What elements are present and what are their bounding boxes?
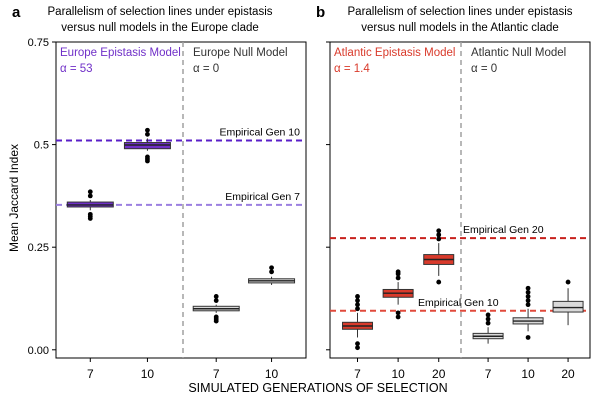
panel-b-outlier bbox=[395, 310, 401, 316]
panel-b-alpha-label: α = 1.4 bbox=[334, 63, 370, 75]
panel-a-outlier bbox=[269, 265, 274, 271]
panel-b-outlier bbox=[485, 320, 491, 326]
panel-b-outlier bbox=[355, 302, 360, 308]
x-axis-label: SIMULATED GENERATIONS OF SELECTION bbox=[188, 381, 447, 395]
y-tick-label: 0.75 bbox=[28, 37, 49, 49]
panel-a-x-tick-label: 10 bbox=[265, 367, 279, 381]
panel-b-label: b bbox=[316, 4, 325, 21]
panel-a-outlier bbox=[145, 131, 150, 137]
figure-layer: 0.00 0.25 0.5 0.75 Empirical Gen 10 Empirical… bbox=[28, 37, 591, 381]
panel-b-reference-label: Empirical Gen 20 bbox=[463, 224, 544, 236]
panel-b-outlier bbox=[355, 294, 360, 299]
panel-a-outlier bbox=[269, 269, 274, 275]
panel-a-frame bbox=[55, 41, 307, 359]
panel-b-outlier bbox=[436, 232, 442, 238]
panel-b-outlier bbox=[525, 289, 531, 295]
panel-b-title-line-1: Parallelism of selection lines under epi… bbox=[348, 6, 573, 18]
panel-a-title-line-1: Parallelism of selection lines under epi… bbox=[48, 6, 273, 18]
panel-a-reference-label: Empirical Gen 7 bbox=[225, 191, 300, 203]
panel-a-outlier bbox=[87, 193, 93, 199]
panel-b-reference-label: Empirical Gen 10 bbox=[418, 297, 499, 309]
panel-b-outlier bbox=[436, 279, 442, 285]
panel-b-outlier bbox=[436, 236, 442, 242]
panel-b-outlier bbox=[565, 279, 571, 285]
panel-b-outlier bbox=[355, 306, 360, 312]
panel-b-x-tick-label: 7 bbox=[354, 367, 361, 381]
panel-b-outlier bbox=[485, 312, 491, 318]
panel-a-group-name: Europe Epistasis Model bbox=[60, 47, 181, 59]
panel-b-frame bbox=[329, 41, 591, 359]
panel-b-title-line-2: versus null models in the Atlantic clade bbox=[361, 22, 559, 34]
panel-a-title-line-2: versus null models in the Europe clade bbox=[61, 22, 259, 34]
panel-a-outlier bbox=[213, 294, 219, 299]
y-tick-label: 0.00 bbox=[28, 345, 49, 357]
y-tick-label: 0.25 bbox=[28, 242, 49, 254]
panel-b-x-tick-label: 20 bbox=[561, 367, 575, 381]
panel-a-outlier bbox=[87, 189, 93, 195]
panel-b-group-name: Atlantic Null Model bbox=[471, 47, 566, 59]
y-axis-label: Mean Jaccard Index bbox=[7, 144, 21, 252]
panel-b-outlier bbox=[355, 298, 360, 303]
panel-b-x-tick-label: 20 bbox=[432, 367, 446, 381]
panel-a-x-tick-label: 10 bbox=[141, 367, 155, 381]
panel-a-outlier bbox=[213, 314, 219, 320]
panel-a-x-tick-label: 7 bbox=[213, 367, 220, 381]
panel-b-outlier bbox=[525, 335, 531, 340]
panel-b-box bbox=[552, 300, 584, 313]
panel-a-alpha-label: α = 53 bbox=[60, 63, 93, 75]
panel-b-x-tick-label: 10 bbox=[391, 367, 405, 381]
panel-b-x-tick-label: 10 bbox=[521, 367, 535, 381]
panel-a-outlier bbox=[145, 154, 150, 160]
panel-a-outlier bbox=[87, 211, 93, 217]
panel-a-alpha-label: α = 0 bbox=[193, 63, 219, 75]
panel-a-outlier bbox=[145, 127, 150, 133]
panel-b-outlier bbox=[395, 275, 401, 281]
panel-a-x-tick-label: 7 bbox=[87, 367, 94, 381]
y-tick-label: 0.5 bbox=[34, 140, 49, 152]
panel-b-outlier bbox=[395, 269, 401, 275]
panel-b-outlier bbox=[436, 228, 442, 234]
panel-b-x-tick-label: 7 bbox=[485, 367, 492, 381]
panel-a-outlier bbox=[213, 298, 219, 303]
panel-b-outlier bbox=[525, 302, 531, 308]
panel-b-outlier bbox=[395, 314, 401, 320]
panel-b-outlier bbox=[525, 294, 531, 299]
panel-a-group-name: Europe Null Model bbox=[193, 47, 288, 59]
panel-b-outlier bbox=[525, 298, 531, 303]
panel-a-label: a bbox=[12, 4, 21, 21]
panel-b-alpha-label: α = 0 bbox=[471, 63, 497, 75]
panel-b-outlier bbox=[485, 316, 491, 322]
panel-b-outlier bbox=[355, 345, 360, 351]
panel-b-outlier bbox=[525, 285, 531, 291]
panel-b-outlier bbox=[355, 341, 360, 347]
panel-a-reference-label: Empirical Gen 10 bbox=[219, 126, 300, 138]
panel-b-group-name: Atlantic Epistasis Model bbox=[334, 47, 455, 59]
